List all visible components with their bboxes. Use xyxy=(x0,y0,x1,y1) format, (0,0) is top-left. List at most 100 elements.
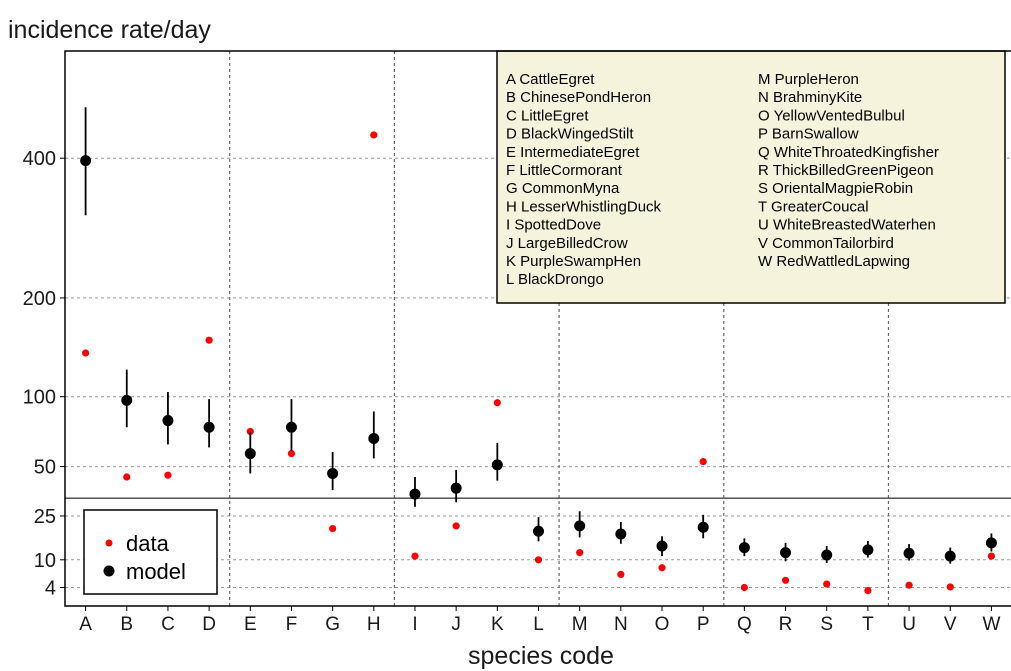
model-point-V xyxy=(944,550,956,562)
species-legend-entry: O YellowVentedBulbul xyxy=(758,107,905,124)
model-point-P xyxy=(697,521,709,533)
x-tick-label-Q: Q xyxy=(737,614,752,635)
x-tick-label-A: A xyxy=(79,614,92,635)
x-tick-label-L: L xyxy=(533,614,544,635)
x-tick-label-B: B xyxy=(120,614,133,635)
species-legend-box xyxy=(496,50,1006,304)
species-legend-entry: I SpottedDove xyxy=(506,217,601,234)
x-tick-label-M: M xyxy=(572,614,588,635)
x-tick-label-R: R xyxy=(779,614,793,635)
model-point-M xyxy=(574,520,586,532)
species-legend-entry: J LargeBilledCrow xyxy=(506,235,628,252)
series-legend: data model xyxy=(83,509,218,595)
species-legend-entry: G CommonMyna xyxy=(506,180,620,197)
x-tick-labels: A B C D E F G H I J K L M N O P Q R S T U V W xyxy=(60,157,1000,635)
x-tick-label-D: D xyxy=(202,614,216,635)
species-legend-entry: H LesserWhistlingDuck xyxy=(506,198,662,215)
data-point-K xyxy=(493,399,501,407)
species-legend-entry: E IntermediateEgret xyxy=(506,144,640,161)
series-legend-box xyxy=(83,509,218,595)
y-tick-labels: 4 10 25 50 100 200 400 xyxy=(23,148,56,599)
data-point-L xyxy=(534,556,543,564)
data-point-D xyxy=(205,336,213,344)
model-point-A xyxy=(80,155,92,167)
species-legend-entry: D BlackWingedStilt xyxy=(506,126,634,143)
model-point-O xyxy=(656,540,668,552)
species-legend-entry: F LittleCormorant xyxy=(506,162,623,179)
species-legend-entry: B ChinesePondHeron xyxy=(506,89,651,106)
data-point-H xyxy=(370,131,378,139)
species-legend-entry: Q WhiteThroatedKingfisher xyxy=(758,144,939,161)
model-point-H xyxy=(368,433,380,445)
data-point-W xyxy=(987,552,996,560)
x-tick-label-N: N xyxy=(614,614,628,635)
data-point-V xyxy=(946,583,954,591)
model-point-E xyxy=(244,448,256,460)
species-legend-entry: V CommonTailorbird xyxy=(758,235,894,252)
y-tick-label: 10 xyxy=(34,550,56,572)
model-point-U xyxy=(903,547,915,559)
x-tick-label-G: G xyxy=(325,614,340,635)
y-tick-label: 25 xyxy=(34,506,56,528)
data-point-B xyxy=(123,473,131,481)
species-legend-entry: A CattleEgret xyxy=(506,71,595,88)
model-point-Q xyxy=(738,542,750,554)
species-legend-entry: R ThickBilledGreenPigeon xyxy=(758,162,934,179)
data-point-U xyxy=(905,581,913,589)
y-tick-label: 100 xyxy=(23,387,56,409)
model-point-B xyxy=(121,394,133,406)
data-point-R xyxy=(781,576,790,584)
data-point-F xyxy=(287,449,296,458)
model-point-W xyxy=(985,537,997,549)
data-point-M xyxy=(576,548,584,557)
y-tick-label: 400 xyxy=(23,148,56,170)
model-point-L xyxy=(533,525,544,537)
legend-data-label: data xyxy=(126,531,170,556)
y-tick-label: 200 xyxy=(23,288,56,310)
x-tick-label-H: H xyxy=(367,614,381,635)
model-series xyxy=(80,107,997,564)
model-point-I xyxy=(409,488,421,500)
data-point-J xyxy=(452,522,460,530)
model-point-N xyxy=(615,528,627,540)
model-point-G xyxy=(327,467,339,479)
model-point-J xyxy=(450,482,462,494)
species-legend-entry: N BrahminyKite xyxy=(758,89,862,106)
x-tick-label-P: P xyxy=(697,614,710,635)
x-axis-title: species code xyxy=(468,642,614,670)
data-point-I xyxy=(411,552,419,560)
species-legend-entry: S OrientalMagpieRobin xyxy=(758,180,913,197)
data-series xyxy=(81,131,996,595)
species-legend-entry: T GreaterCoucal xyxy=(758,198,869,215)
species-legend-entry: W RedWattledLapwing xyxy=(758,253,910,270)
x-tick-label-I: I xyxy=(412,614,417,635)
species-legend-entry: P BarnSwallow xyxy=(758,126,859,143)
species-legend-entry: U WhiteBreastedWaterhen xyxy=(758,217,936,234)
data-point-P xyxy=(699,457,707,466)
x-tick-label-C: C xyxy=(161,614,175,635)
species-legend-entry: K PurpleSwampHen xyxy=(506,253,641,270)
x-tick-label-O: O xyxy=(655,614,670,635)
x-tick-label-U: U xyxy=(902,614,916,635)
plot-frame xyxy=(64,50,1011,607)
data-point-T xyxy=(864,586,872,595)
data-point-S xyxy=(823,580,831,588)
y-axis-title: incidence rate/day xyxy=(8,16,211,44)
model-point-F xyxy=(285,421,297,433)
x-tick-label-V: V xyxy=(944,614,957,635)
data-point-G xyxy=(329,524,337,533)
legend-model-marker xyxy=(103,565,115,577)
model-point-D xyxy=(203,421,215,433)
model-point-R xyxy=(780,547,792,559)
data-point-A xyxy=(81,349,90,357)
x-tick-label-F: F xyxy=(286,614,298,635)
model-point-K xyxy=(491,459,503,471)
y-tick-label: 50 xyxy=(34,457,56,479)
x-tick-label-J: J xyxy=(451,614,461,635)
x-tick-label-S: S xyxy=(820,614,833,635)
data-point-Q xyxy=(740,583,748,592)
x-tick-label-W: W xyxy=(982,614,1000,635)
